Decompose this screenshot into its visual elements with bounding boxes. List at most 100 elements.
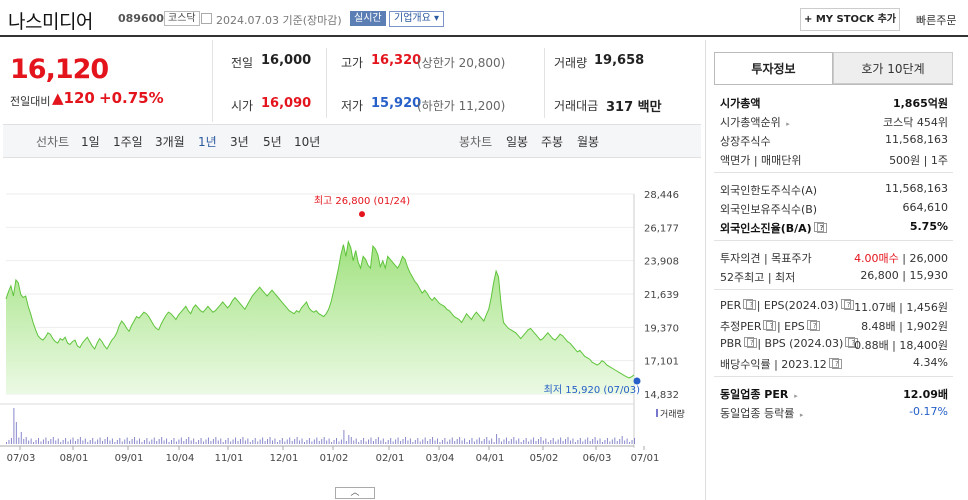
volume-bar [350,437,352,444]
period-1w[interactable]: 1주일 [113,135,143,149]
info-label[interactable]: PBR? | BPS (2024.03)? [720,337,859,350]
info-label[interactable]: 외국인소진율(B/A)? [720,220,827,236]
info-label[interactable]: 시가총액순위 ▸ [720,116,790,129]
volume-bar [279,440,281,444]
volume-bar [222,442,224,444]
volume-bar [6,442,7,444]
volume-legend-swatch [656,409,658,417]
volume-bar [138,438,140,444]
lower-limit: (하한가 11,200) [417,99,506,113]
info-value: -0.17% [909,405,948,418]
x-tick-label: 04/01 [476,453,505,464]
period-1d[interactable]: 1일 [81,135,100,149]
volume-bar [432,437,434,444]
volume-bar [264,441,266,444]
volume-bar [190,440,192,444]
prev-close-value: 16,000 [261,53,312,68]
volume-bar [161,437,163,444]
volume-bar [87,442,89,444]
volume-bar [542,440,544,444]
period-5y[interactable]: 5년 [263,135,282,149]
volume-bar [74,441,76,444]
volume-bar [23,439,25,444]
volume-bar [281,438,283,444]
volume-bar [599,438,601,444]
candle-monthly[interactable]: 월봉 [577,135,600,149]
period-3y[interactable]: 3년 [230,135,249,149]
volume-bar [572,438,574,444]
volume-bar [488,440,490,444]
x-tick-label: 02/01 [376,453,405,464]
volume-bar [333,440,335,444]
volume-bar [493,442,495,444]
volume-bar [227,438,229,444]
amount-label: 거래대금 [554,99,599,113]
period-3m[interactable]: 3개월 [155,135,185,149]
header-divider [0,35,968,37]
volume-bar [331,442,333,444]
max-marker [359,211,365,218]
volume-bar [203,441,205,444]
volume-bar [225,440,227,444]
volume-bar [614,437,616,444]
volume-bar [168,442,170,444]
volume-bar [40,441,42,444]
tab-invest-info[interactable]: 투자정보 [714,52,833,84]
volume-bar [38,438,40,444]
volume-bar [97,439,99,444]
volume-bar [392,441,394,444]
volume-bar [454,441,456,444]
volume-bar [82,440,84,444]
volume-bar [609,441,611,444]
collapse-toggle-button[interactable]: ︿ [335,487,375,499]
volume-bar [370,437,372,444]
open-label: 시가 [231,99,254,113]
info-label: 시가총액 [720,97,761,110]
volume-bar [577,440,579,444]
volume-bar [606,438,608,444]
volume-bar [166,438,168,444]
info-label[interactable]: 추정PER? | EPS? [720,318,820,334]
volume-bar [262,437,264,444]
stock-code: 089600 [118,12,164,25]
volume-bar [114,442,116,444]
candle-weekly[interactable]: 주봉 [541,135,564,149]
volume-bar [323,437,325,444]
volume-bar [252,440,254,444]
add-my-stock-button[interactable]: + MY STOCK 추가 [800,8,900,31]
low-value: 15,920 [371,96,422,111]
info-value: 코스닥 454위 [883,116,948,129]
volume-bar [353,440,355,444]
volume-bar [555,441,557,444]
volume-bar [513,437,515,444]
volume-bar [345,441,347,444]
x-tick-label: 07/01 [631,453,660,464]
line-chart-label: 선차트 [36,135,70,149]
info-value: 500원 | 1주 [889,154,948,167]
tab-orderbook[interactable]: 호가 10단계 [833,52,953,84]
info-label[interactable]: 동일업종 PER ▸ [720,388,798,401]
volume-bar [55,440,57,444]
volume-bar [257,441,259,444]
volume-label: 거래량 [554,56,588,70]
volume-bar [106,437,108,444]
period-1y[interactable]: 1년 [198,135,217,149]
info-label[interactable]: PER? | EPS(2024.03)? [720,299,854,312]
market-badge: 코스닥 [164,11,200,26]
volume-bar [414,440,416,444]
price-line [5,239,635,379]
volume-bar [70,439,72,444]
volume-bar [579,438,581,444]
info-label[interactable]: 배당수익률 | 2023.12? [720,356,842,372]
candle-daily[interactable]: 일봉 [506,135,529,149]
volume-bar [486,437,488,444]
info-label[interactable]: 동일업종 등락률 ▸ [720,407,804,420]
volume-bar [582,441,584,444]
period-10y[interactable]: 10년 [294,135,321,149]
volume-bar [321,439,323,444]
info-label: 상장주식수 [720,135,771,148]
corp-overview-button[interactable]: 기업개요 ▾ [389,11,444,27]
volume-bar [301,438,303,444]
realtime-badge[interactable]: 실시간 [350,11,386,26]
fast-order-button[interactable]: 빠른주문 [916,14,957,27]
